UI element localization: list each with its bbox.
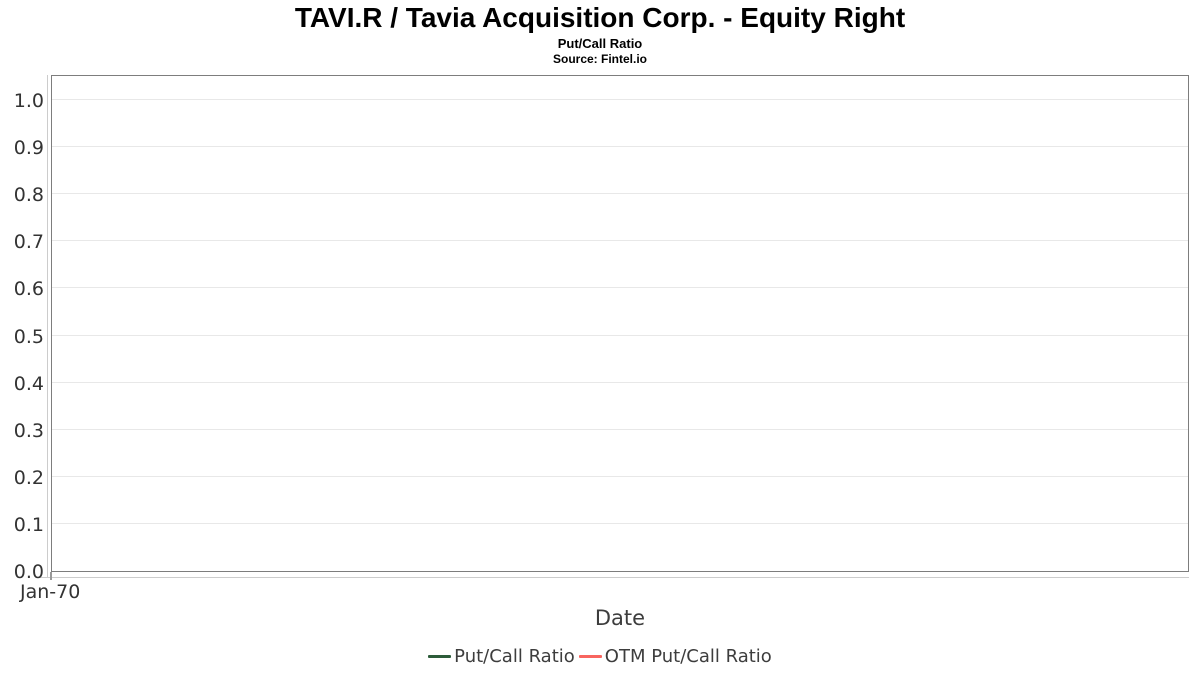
x-axis-tick-label: Jan-70 bbox=[20, 581, 81, 603]
plot-area bbox=[51, 75, 1189, 572]
y-tick-label-0.0: 0.0 bbox=[13, 561, 44, 583]
y-tick-label-0.9: 0.9 bbox=[13, 137, 44, 160]
gridline-y-0.3 bbox=[52, 428, 1188, 430]
gridline-y-0.6 bbox=[52, 287, 1188, 289]
gridline-y-0.4 bbox=[52, 381, 1188, 383]
y-tick-label-0.8: 0.8 bbox=[13, 184, 44, 207]
x-axis-line bbox=[40, 577, 1189, 578]
y-tick-label-1.0: 1.0 bbox=[13, 90, 44, 112]
y-tick-label-0.3: 0.3 bbox=[13, 419, 44, 442]
legend-label: OTM Put/Call Ratio bbox=[604, 646, 772, 667]
y-tick-label-0.2: 0.2 bbox=[13, 466, 44, 489]
chart-source-note: Source: Fintel.io bbox=[552, 52, 647, 66]
x-axis-tick bbox=[50, 572, 52, 580]
gridline-y-0.2 bbox=[52, 475, 1188, 477]
legend-line-marker bbox=[428, 655, 452, 658]
legend-label: Put/Call Ratio bbox=[454, 646, 575, 667]
x-axis-title: Date bbox=[594, 606, 646, 630]
y-tick-label-0.4: 0.4 bbox=[13, 372, 44, 395]
y-tick-label-0.7: 0.7 bbox=[13, 231, 44, 254]
y-tick-label-0.6: 0.6 bbox=[13, 278, 44, 301]
chart-title: TAVI.R / Tavia Acquisition Corp. - Equit… bbox=[294, 2, 906, 33]
y-tick-label-0.5: 0.5 bbox=[13, 325, 44, 348]
y-tick-label-0.1: 0.1 bbox=[13, 513, 44, 536]
legend: Put/Call Ratio OTM Put/Call Ratio bbox=[0, 646, 1200, 667]
legend-item-0: Put/Call Ratio bbox=[428, 646, 575, 667]
gridline-y-1.0 bbox=[52, 99, 1188, 100]
legend-item-1: OTM Put/Call Ratio bbox=[578, 646, 772, 667]
gridline-y-0.9 bbox=[52, 146, 1188, 148]
y-axis-line bbox=[47, 75, 48, 577]
gridline-y-0.1 bbox=[52, 522, 1188, 524]
gridline-y-0.7 bbox=[52, 240, 1188, 242]
gridline-y-0.8 bbox=[52, 193, 1188, 195]
legend-line-marker bbox=[578, 655, 602, 658]
gridline-y-0.5 bbox=[52, 334, 1188, 336]
chart-subtitle: Put/Call Ratio bbox=[557, 36, 643, 51]
